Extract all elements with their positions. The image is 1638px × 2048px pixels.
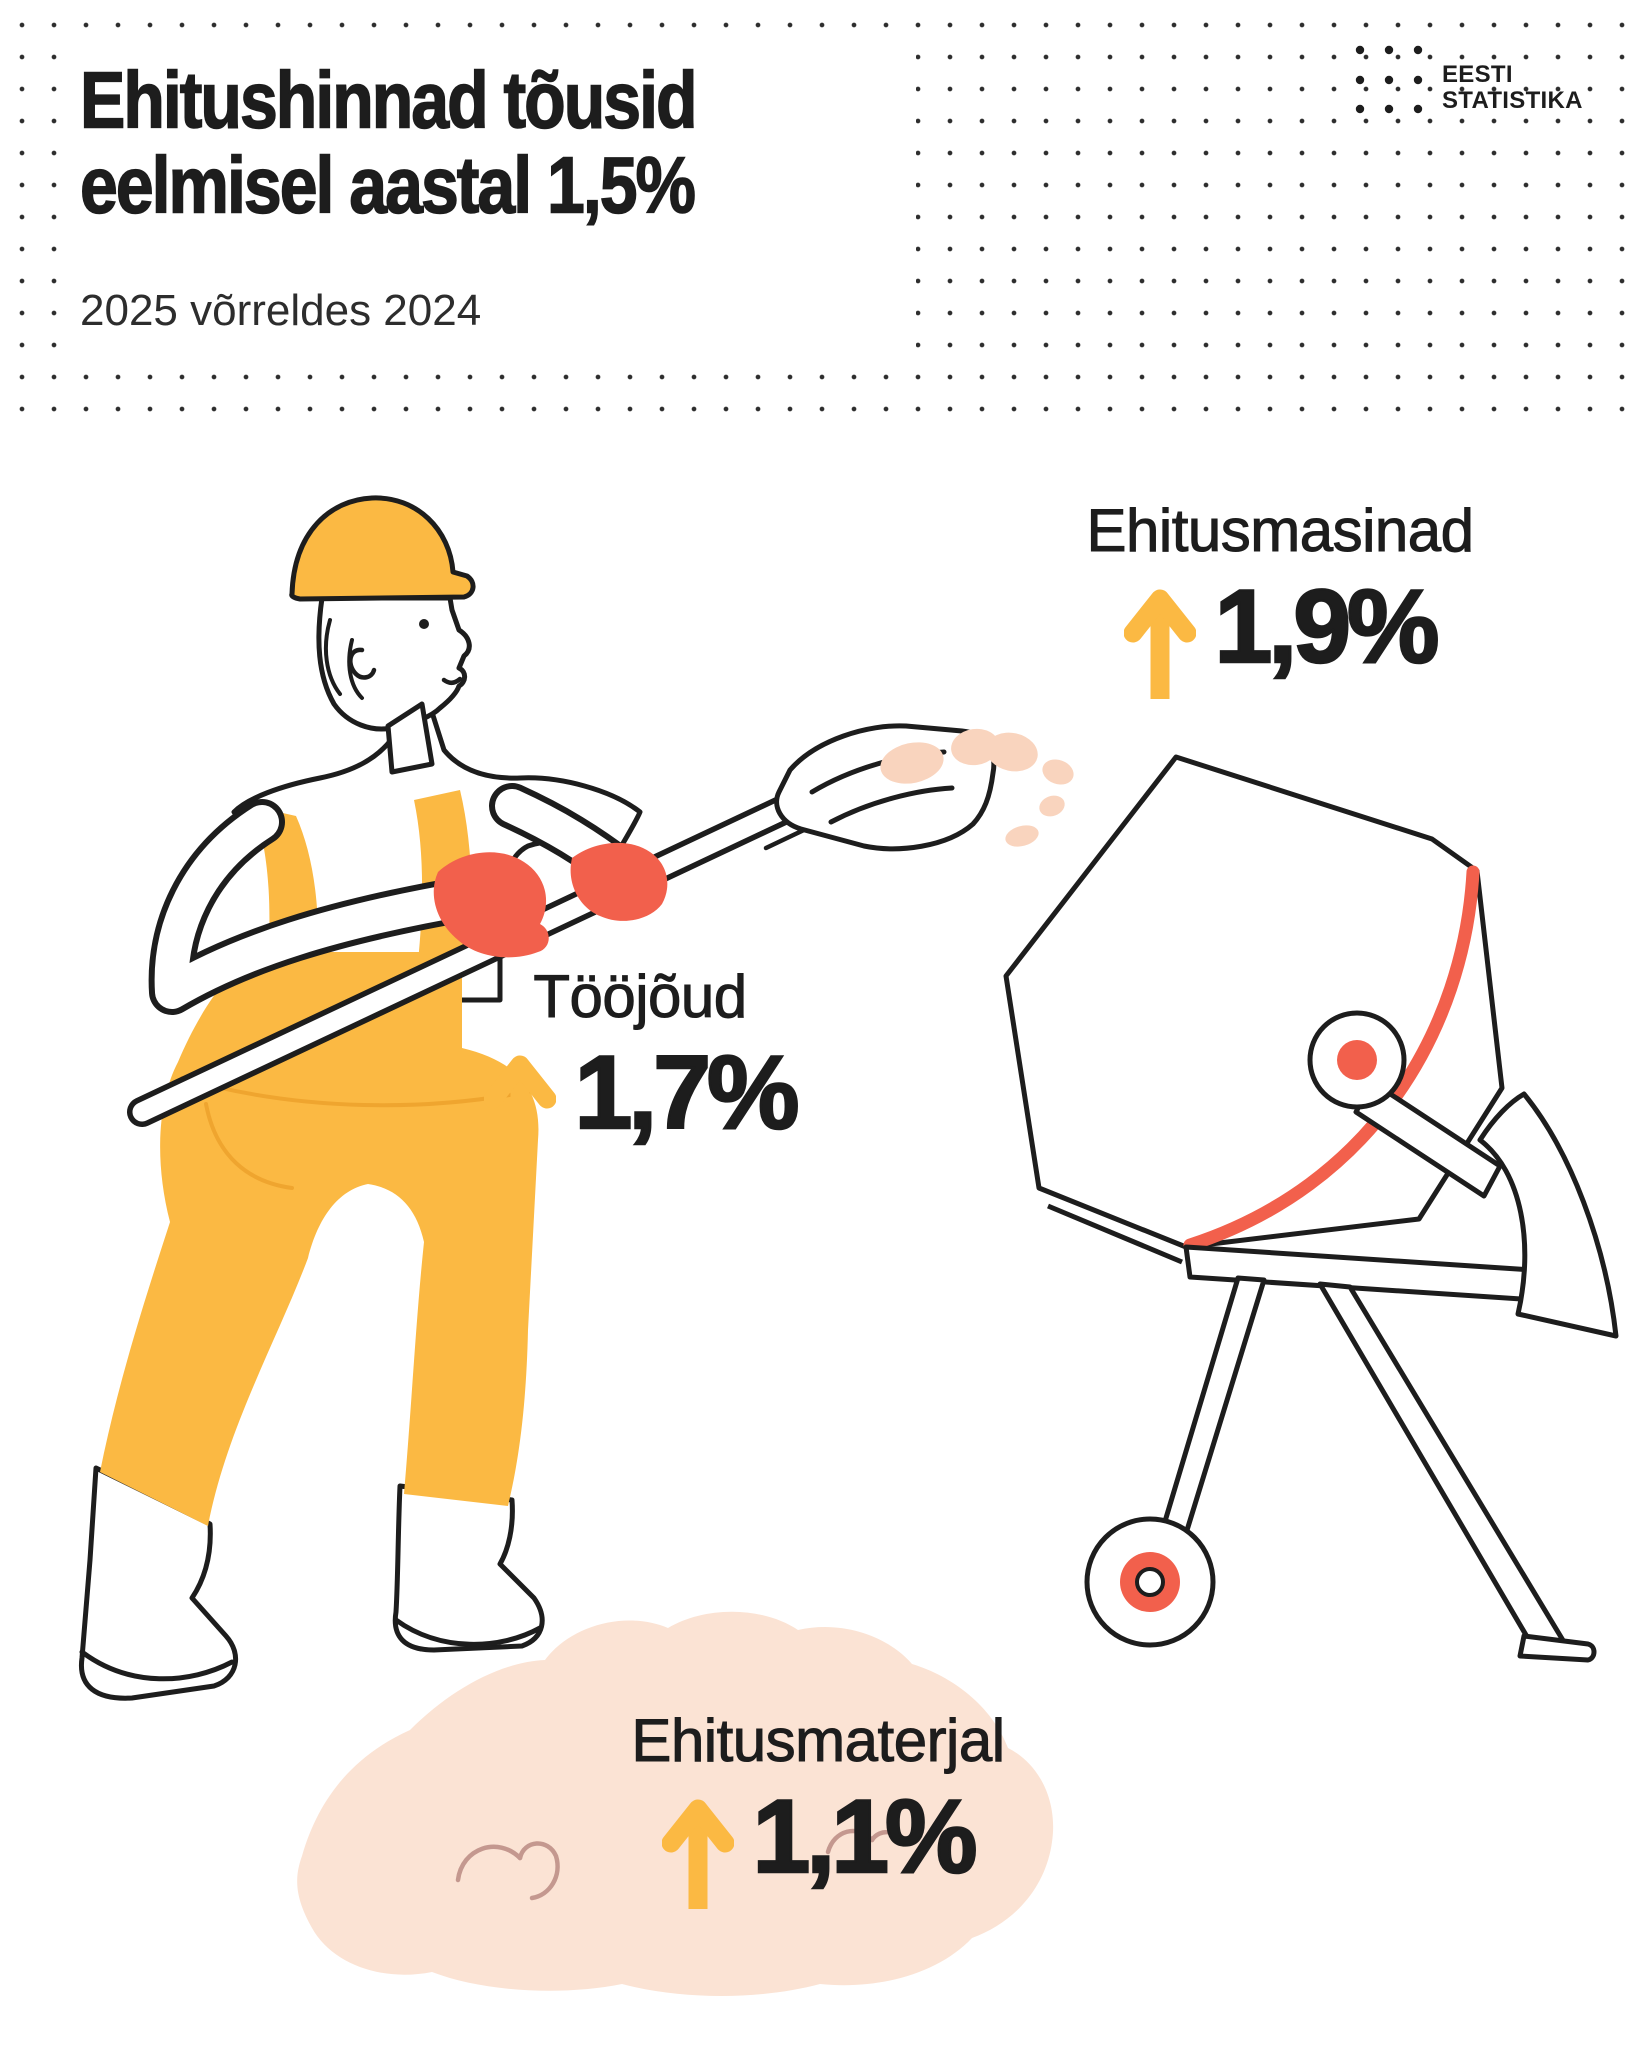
logo-text: EESTI STATISTIKA (1442, 62, 1583, 116)
title-background-mask (58, 48, 916, 352)
stat-value: 1,1% (751, 1779, 979, 1895)
mixer-stand-fin (1477, 1091, 1619, 1339)
logo-dots-icon (1355, 45, 1423, 114)
stat-ehitusmasinad: Ehitusmasinad 1,9% (1030, 496, 1530, 703)
logo-text-line2: STATISTIKA (1442, 87, 1583, 115)
worker-eye (419, 619, 429, 629)
up-arrow-icon (484, 1055, 557, 1165)
mixer-drum-rim (1047, 1203, 1183, 1265)
statistics-estonia-logo: EESTI STATISTIKA (1350, 38, 1583, 116)
concrete-mixer (1003, 754, 1619, 1663)
worker-ear (348, 647, 377, 680)
stat-value: 1,9% (1213, 569, 1441, 685)
stat-label: Tööjõud (533, 963, 748, 1031)
worker-neck (385, 701, 435, 775)
mixer-drum (1003, 754, 1505, 1250)
worker-boots (78, 1465, 545, 1701)
mixer-hub (1307, 1010, 1407, 1110)
stat-toojoud: Tööjõud 1,7% (420, 962, 860, 1169)
up-arrow-icon (662, 1799, 735, 1909)
stat-label: Ehitusmaterjal (631, 1707, 1006, 1775)
page-title: Ehitushinnad tõusid eelmisel aastal 1,5% (79, 55, 698, 231)
header: Ehitushinnad tõusid eelmisel aastal 1,5%… (79, 57, 698, 335)
page-title-line2: eelmisel aastal 1,5% (79, 140, 696, 231)
stat-value: 1,7% (573, 1035, 801, 1151)
mixer-leg-right (1317, 1281, 1567, 1655)
page-title-line1: Ehitushinnad tõusid (79, 55, 698, 146)
page-subtitle: 2025 võrreldes 2024 (80, 286, 482, 335)
stat-label: Ehitusmasinad (1086, 497, 1475, 565)
sand-pile (297, 1611, 1054, 1996)
mixer-wheel (1084, 1516, 1216, 1648)
stat-ehitusmaterjal: Ehitusmaterjal 1,1% (578, 1706, 1058, 1913)
mixer-foot (1517, 1633, 1597, 1663)
worker-gloves (433, 842, 668, 958)
construction-worker (78, 495, 997, 1701)
worker-head (289, 495, 476, 775)
worker-face (316, 595, 472, 732)
worker-hair-curls (323, 618, 364, 700)
up-arrow-icon (1124, 589, 1197, 699)
worker-smile (441, 676, 463, 685)
hard-hat-icon (289, 495, 476, 602)
sand-squiggle-marks (455, 1828, 906, 1901)
sand-particles (880, 728, 1074, 847)
logo-text-line1: EESTI (1442, 61, 1513, 89)
